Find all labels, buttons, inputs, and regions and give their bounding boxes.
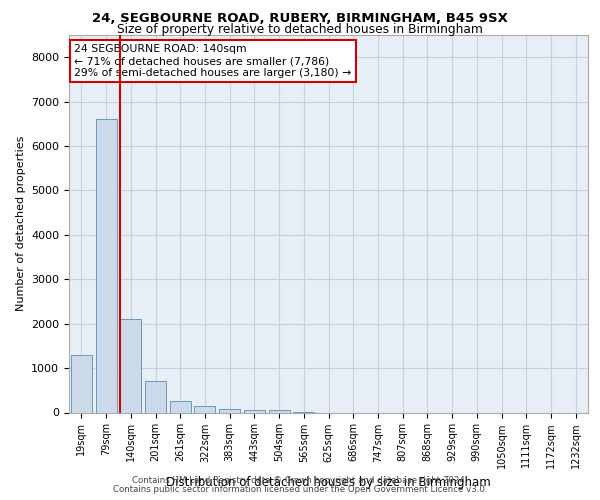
Bar [145, 382, 166, 412]
Bar [219, 408, 240, 412]
Text: 24, SEGBOURNE ROAD, RUBERY, BIRMINGHAM, B45 9SX: 24, SEGBOURNE ROAD, RUBERY, BIRMINGHAM, … [92, 12, 508, 26]
Bar [95, 120, 116, 412]
Bar [71, 355, 92, 412]
Y-axis label: Number of detached properties: Number of detached properties [16, 136, 26, 312]
X-axis label: Distribution of detached houses by size in Birmingham: Distribution of detached houses by size … [166, 476, 491, 489]
Bar [194, 406, 215, 412]
Text: Contains HM Land Registry data © Crown copyright and database right 2024.: Contains HM Land Registry data © Crown c… [132, 476, 468, 485]
Bar [170, 400, 191, 412]
Text: 24 SEGBOURNE ROAD: 140sqm
← 71% of detached houses are smaller (7,786)
29% of se: 24 SEGBOURNE ROAD: 140sqm ← 71% of detac… [74, 44, 352, 78]
Bar [120, 319, 141, 412]
Bar [244, 410, 265, 412]
Bar [269, 410, 290, 412]
Text: Size of property relative to detached houses in Birmingham: Size of property relative to detached ho… [117, 24, 483, 36]
Text: Contains public sector information licensed under the Open Government Licence v3: Contains public sector information licen… [113, 485, 487, 494]
